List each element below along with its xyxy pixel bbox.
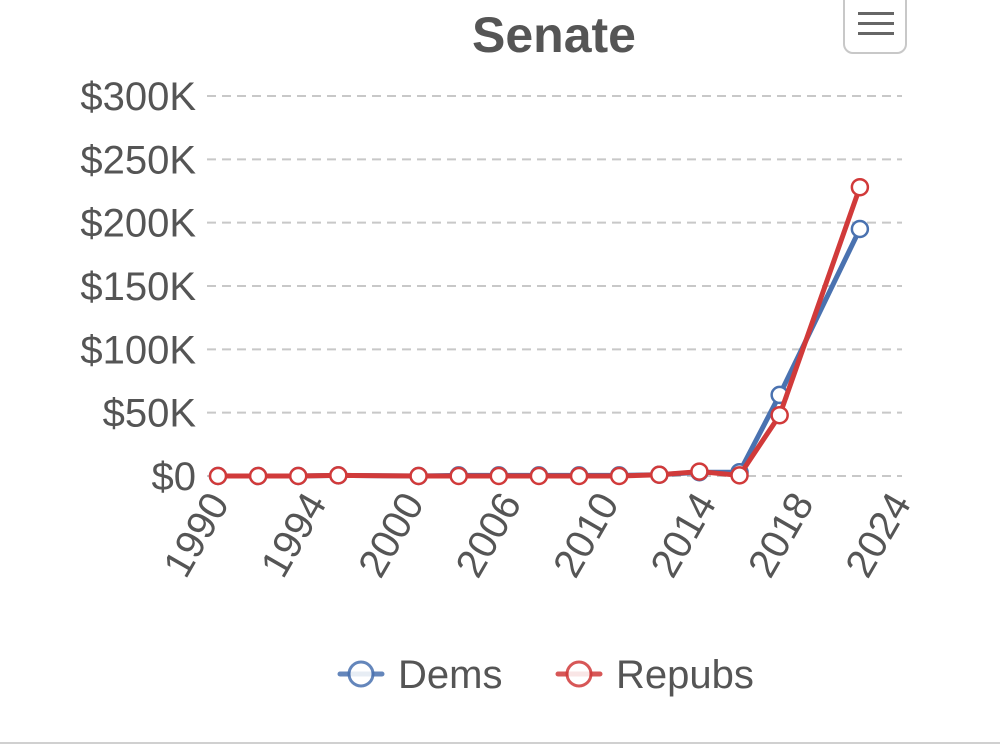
data-point-repubs[interactable] <box>329 466 348 485</box>
chart-menu-button[interactable] <box>843 0 907 54</box>
legend: Dems Repubs <box>337 653 754 697</box>
data-point-repubs[interactable] <box>730 466 749 485</box>
data-point-repubs[interactable] <box>850 177 870 197</box>
data-point-repubs[interactable] <box>449 466 468 486</box>
grid <box>207 95 902 477</box>
x-tick-label: 2014 <box>642 486 725 585</box>
plot-area <box>208 177 870 486</box>
y-tick-label: $250K <box>80 138 196 182</box>
chart-title: Senate <box>472 7 636 63</box>
legend-label: Dems <box>398 653 502 697</box>
x-tick-label: 2010 <box>545 486 628 585</box>
data-point-repubs[interactable] <box>529 466 549 486</box>
data-point-repubs[interactable] <box>690 462 709 481</box>
y-tick-label: $50K <box>103 392 197 436</box>
legend-item-repubs[interactable]: Repubs <box>555 653 754 697</box>
data-point-repubs[interactable] <box>248 466 268 486</box>
data-point-repubs[interactable] <box>609 466 629 486</box>
divider <box>0 742 1000 744</box>
data-point-repubs[interactable] <box>489 466 509 486</box>
legend-item-dems[interactable]: Dems <box>337 653 502 697</box>
y-tick-label: $0 <box>152 455 197 499</box>
series-dems <box>208 219 870 486</box>
y-tick-label: $150K <box>80 265 196 309</box>
data-point-repubs[interactable] <box>650 465 669 484</box>
legend-label: Repubs <box>616 653 754 697</box>
data-point-repubs[interactable] <box>569 466 589 486</box>
x-tick-label: 1990 <box>155 486 238 585</box>
series-repubs <box>208 177 870 486</box>
y-axis: $0 $50K $100K $150K $200K $250K $300K <box>80 75 196 499</box>
y-tick-label: $300K <box>80 75 196 119</box>
x-tick-label: 1994 <box>253 486 336 585</box>
series-line-repubs <box>215 184 863 479</box>
data-point-repubs[interactable] <box>288 466 308 486</box>
x-tick-label: 2024 <box>837 486 920 585</box>
x-tick-label: 2006 <box>448 486 531 585</box>
y-tick-label: $100K <box>80 328 196 372</box>
data-point-repubs[interactable] <box>409 466 428 486</box>
y-tick-label: $200K <box>80 202 196 246</box>
x-tick-label: 2018 <box>740 486 823 585</box>
data-point-dems[interactable] <box>850 219 870 239</box>
x-tick-label: 2000 <box>350 486 433 585</box>
legend-marker-icon <box>347 660 375 688</box>
data-point-repubs[interactable] <box>208 466 228 486</box>
x-axis: 1990 1994 2000 2006 2010 2014 2018 2024 <box>155 486 920 585</box>
legend-marker-icon <box>565 660 593 688</box>
data-point-repubs[interactable] <box>770 405 789 425</box>
